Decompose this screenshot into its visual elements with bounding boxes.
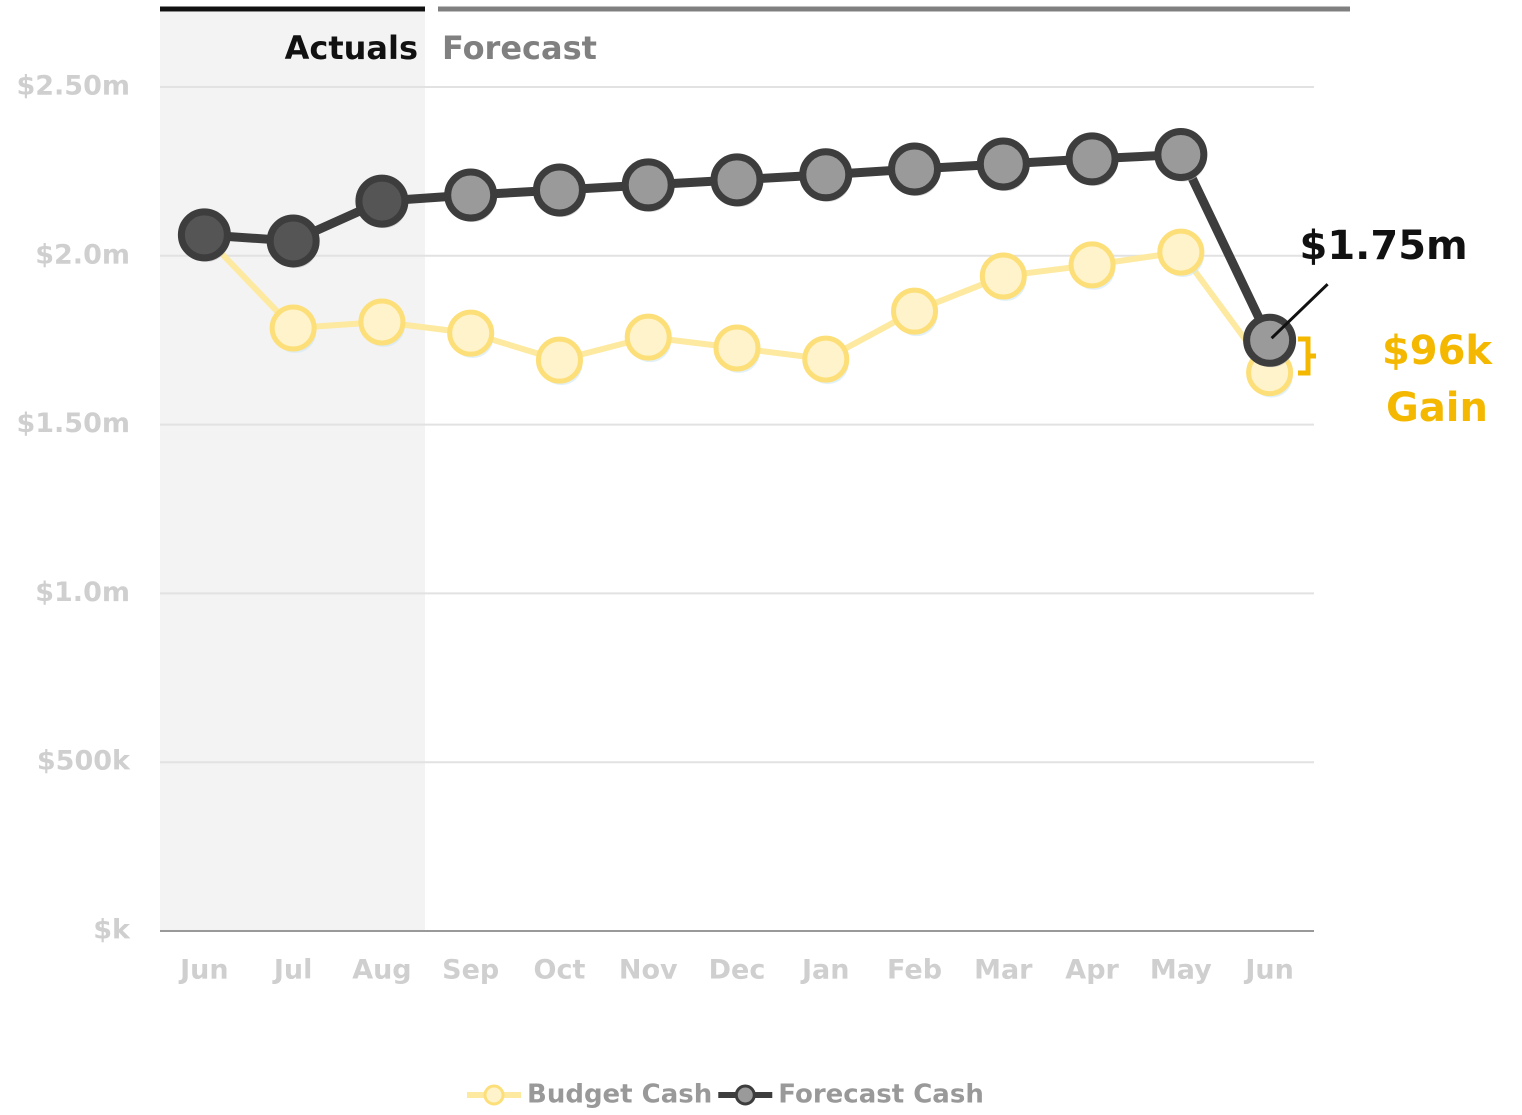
y-tick-label: $1.0m: [35, 577, 130, 608]
region-label: Actuals: [285, 29, 418, 67]
point: [532, 163, 586, 217]
y-tick-label: $2.50m: [16, 71, 130, 102]
point: [177, 208, 231, 262]
x-tick-label: Oct: [534, 955, 586, 986]
x-tick-label: Jul: [272, 955, 313, 986]
region-label: Forecast: [442, 29, 597, 67]
legend-label: Budget Cash: [527, 1080, 712, 1110]
point: [1065, 132, 1119, 186]
x-tick-label: Mar: [974, 955, 1033, 986]
x-tick-label: Jun: [178, 955, 229, 986]
point: [266, 214, 320, 268]
point: [713, 324, 761, 372]
x-tick-label: Sep: [442, 955, 499, 986]
y-tick-label: $1.50m: [16, 408, 130, 439]
gain-bracket: [1298, 336, 1316, 376]
x-tick-label: Apr: [1065, 955, 1119, 986]
y-tick-label: $k: [93, 915, 131, 946]
x-tick-label: Jun: [1243, 955, 1294, 986]
legend-swatch-marker: [483, 1084, 505, 1106]
x-tick-label: Aug: [352, 955, 411, 986]
point: [621, 158, 675, 212]
annotation: Gain: [1386, 385, 1488, 431]
point: [355, 174, 409, 228]
x-tick-label: Nov: [619, 955, 678, 986]
x-tick-label: May: [1150, 955, 1212, 986]
y-tick-label: $500k: [37, 746, 131, 777]
data-label: $1.75m: [1300, 223, 1468, 269]
actuals-shading: [160, 12, 425, 931]
y-tick-label: $2.0m: [35, 239, 130, 270]
point: [976, 137, 1030, 191]
point: [444, 168, 498, 222]
point: [979, 252, 1027, 300]
legend-swatch-marker: [734, 1084, 756, 1106]
point: [1068, 241, 1116, 289]
point: [891, 287, 939, 335]
point: [1157, 228, 1205, 276]
point: [1154, 128, 1208, 182]
annotation: $96k: [1382, 328, 1493, 374]
point: [535, 336, 583, 384]
x-tick-label: Feb: [887, 955, 942, 986]
point: [358, 298, 406, 346]
x-tick-label: Dec: [709, 955, 766, 986]
point: [624, 313, 672, 361]
point: [799, 148, 853, 202]
point: [710, 153, 764, 207]
point: [269, 304, 317, 352]
point: [888, 142, 942, 196]
x-tick-label: Jan: [800, 955, 850, 986]
point: [802, 335, 850, 383]
point: [447, 309, 495, 357]
legend-label: Forecast Cash: [778, 1080, 984, 1110]
label-pointer: [1270, 283, 1329, 340]
